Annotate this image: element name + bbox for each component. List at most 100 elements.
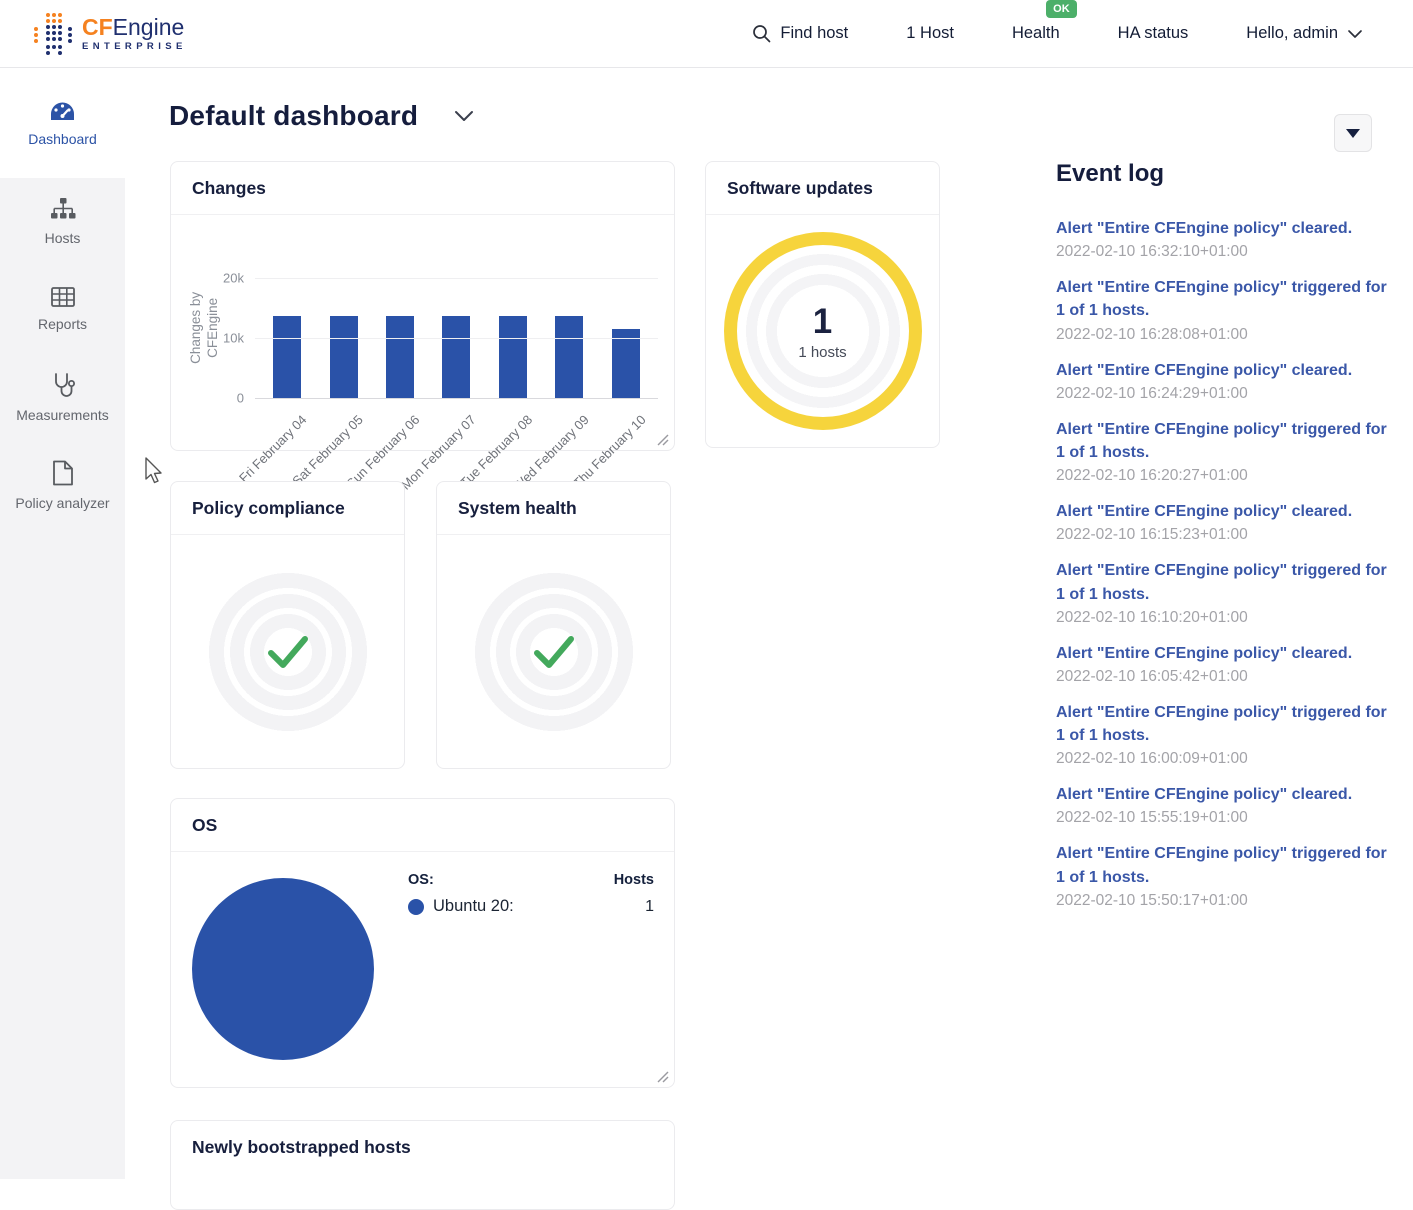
event-log-entry: Alert "Entire CFEngine policy" triggered… (1056, 418, 1391, 485)
newly-bootstrapped-title: Newly bootstrapped hosts (192, 1137, 411, 1157)
event-log-timestamp: 2022-02-10 16:28:08+01:00 (1056, 325, 1248, 343)
newly-bootstrapped-widget: Newly bootstrapped hosts (170, 1120, 675, 1210)
sidebar-item-measurements[interactable]: Measurements (0, 354, 125, 442)
event-log-link[interactable]: Alert "Entire CFEngine policy" cleared. (1056, 644, 1353, 662)
sidebar-item-label: Hosts (44, 230, 81, 247)
ha-status-link[interactable]: HA status (1118, 24, 1189, 43)
resize-handle-icon[interactable] (656, 433, 669, 446)
event-log-link[interactable]: Alert "Entire CFEngine policy" triggered… (1056, 279, 1387, 320)
os-widget: OS OS: Hosts Ubuntu 20: 1 (170, 798, 675, 1088)
os-widget-title: OS (171, 799, 674, 852)
check-icon (533, 636, 574, 668)
event-log-timestamp: 2022-02-10 16:20:27+01:00 (1056, 467, 1248, 485)
sidebar-item-label: Reports (37, 316, 88, 333)
brand-engine: Engine (112, 13, 185, 40)
y-axis-tick: 10k (223, 330, 244, 346)
event-log-link[interactable]: Alert "Entire CFEngine policy" triggered… (1056, 562, 1387, 603)
sidebar: Dashboard Hosts (0, 68, 125, 1179)
y-axis-tick: 20k (223, 270, 244, 286)
gridline (255, 278, 658, 279)
resize-handle-icon[interactable] (656, 1070, 669, 1083)
os-legend-header: OS: (408, 872, 434, 888)
policy-compliance-title: Policy compliance (171, 482, 404, 535)
user-menu[interactable]: Hello, admin (1246, 24, 1363, 43)
event-log-link[interactable]: Alert "Entire CFEngine policy" triggered… (1056, 703, 1387, 745)
event-log-link[interactable]: Alert "Entire CFEngine policy" cleared. (1056, 361, 1353, 379)
page-title: Default dashboard (169, 100, 419, 131)
cfengine-logo-icon (34, 12, 72, 55)
software-updates-center: 1 1 hosts (737, 245, 909, 417)
policy-compliance-widget: Policy compliance (170, 481, 405, 769)
changes-bar (329, 316, 358, 398)
find-host-label: Find host (780, 24, 849, 42)
os-legend: OS: Hosts Ubuntu 20: 1 (408, 872, 654, 925)
event-log-entry: Alert "Entire CFEngine policy" triggered… (1056, 842, 1391, 909)
event-log-link[interactable]: Alert "Entire CFEngine policy" cleared. (1056, 220, 1353, 237)
health-label: Health (1011, 24, 1060, 42)
event-log-entry: Alert "Entire CFEngine policy" triggered… (1056, 276, 1391, 343)
gridline (255, 338, 658, 339)
event-log-entry: Alert "Entire CFEngine policy" triggered… (1056, 701, 1391, 768)
event-log-entries: Alert "Entire CFEngine policy" cleared. 2… (1056, 217, 1391, 910)
sidebar-item-label: Measurements (16, 407, 109, 424)
gridline (255, 398, 658, 399)
hosts-count-link[interactable]: 1 Host (906, 24, 954, 43)
gauge-icon (51, 102, 74, 120)
find-host-button[interactable]: Find host (752, 24, 848, 43)
changes-bars (255, 278, 658, 398)
chevron-down-icon (1348, 29, 1362, 38)
dashboard-selector-chevron-icon[interactable] (454, 110, 474, 122)
brand-cf: CF (82, 13, 113, 40)
system-health-title: System health (437, 482, 670, 535)
sidebar-item-reports[interactable]: Reports (0, 266, 125, 354)
event-log-timestamp: 2022-02-10 16:05:42+01:00 (1056, 667, 1248, 685)
changes-bar (498, 316, 527, 398)
event-log-timestamp: 2022-02-10 16:15:23+01:00 (1056, 526, 1248, 544)
user-menu-label: Hello, admin (1246, 24, 1338, 42)
event-log-timestamp: 2022-02-10 16:10:20+01:00 (1056, 608, 1248, 626)
file-icon (52, 461, 73, 486)
event-log-menu-button[interactable] (1334, 114, 1372, 152)
os-pie-chart (192, 878, 374, 1060)
event-log-timestamp: 2022-02-10 16:24:29+01:00 (1056, 384, 1248, 402)
event-log-link[interactable]: Alert "Entire CFEngine policy" triggered… (1056, 845, 1387, 886)
software-updates-title: Software updates (706, 162, 939, 215)
os-hosts-header: Hosts (613, 872, 654, 888)
sidebar-item-dashboard[interactable]: Dashboard (0, 68, 125, 178)
sidebar-item-label: Policy analyzer (15, 495, 110, 512)
stethoscope-icon (55, 373, 75, 398)
system-health-widget: System health (436, 481, 671, 769)
sitemap-icon (50, 198, 75, 219)
event-log-link[interactable]: Alert "Entire CFEngine policy" cleared. (1056, 503, 1353, 521)
os-legend-dot (408, 898, 424, 915)
event-log-timestamp: 2022-02-10 16:00:09+01:00 (1056, 750, 1248, 768)
hosts-count-label: 1 Host (906, 24, 954, 42)
event-log-entry: Alert "Entire CFEngine policy" triggered… (1056, 559, 1391, 626)
check-icon (267, 636, 308, 668)
search-icon (753, 25, 771, 43)
os-legend-label: Ubuntu 20: (433, 897, 514, 915)
changes-plot: 0 10k 20k (223, 271, 658, 406)
header-nav: Find host 1 Host Health OK HA status Hel… (752, 0, 1363, 43)
os-legend-value: 1 (645, 897, 654, 915)
event-log-entry: Alert "Entire CFEngine policy" cleared. 2… (1056, 642, 1391, 686)
sidebar-item-policy-analyzer[interactable]: Policy analyzer (0, 442, 125, 530)
event-log-entry: Alert "Entire CFEngine policy" cleared. 2… (1056, 359, 1391, 403)
sidebar-item-label: Dashboard (28, 130, 97, 147)
system-health-rings (452, 551, 655, 753)
event-log-entry: Alert "Entire CFEngine policy" cleared. 2… (1056, 217, 1391, 261)
software-updates-ring: 1 1 hosts (723, 232, 922, 430)
sidebar-item-hosts[interactable]: Hosts (0, 178, 125, 266)
changes-widget: Changes Changes by CFEngine 0 10k 20k Fri … (170, 161, 675, 493)
health-link[interactable]: Health OK (1011, 0, 1077, 43)
event-log-link[interactable]: Alert "Entire CFEngine policy" triggered… (1056, 420, 1387, 461)
cfengine-logo[interactable]: CFEngine ENTERPRISE (34, 12, 187, 56)
event-log-entry: Alert "Entire CFEngine policy" cleared. 2… (1056, 783, 1391, 827)
table-icon (50, 287, 75, 308)
software-updates-count: 1 (812, 301, 833, 341)
ha-status-label: HA status (1117, 24, 1189, 42)
changes-bar (386, 316, 415, 398)
changes-widget-title: Changes (171, 162, 674, 215)
event-log-link[interactable]: Alert "Entire CFEngine policy" cleared. (1056, 786, 1353, 804)
